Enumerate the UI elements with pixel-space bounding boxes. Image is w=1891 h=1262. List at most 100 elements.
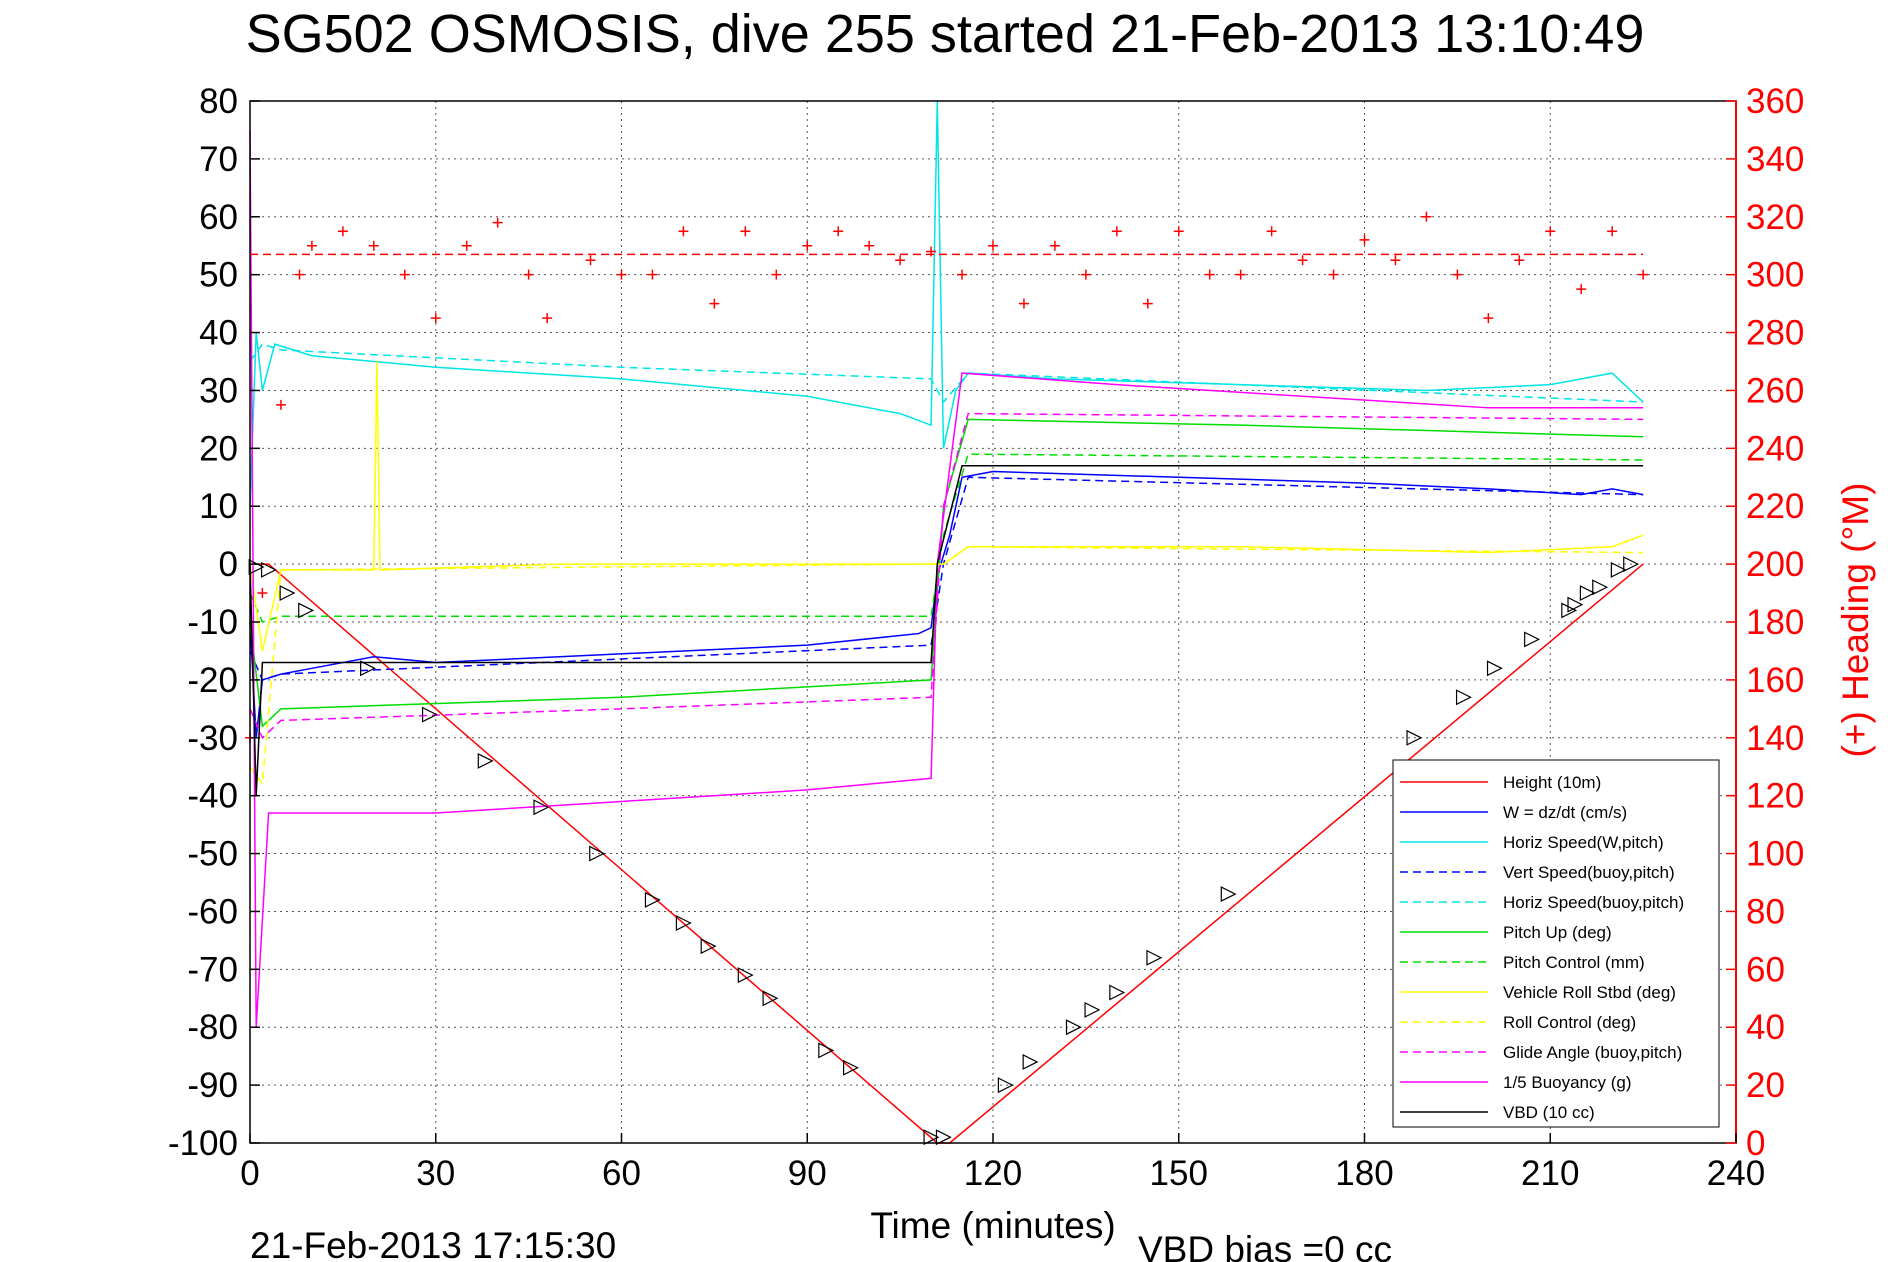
y-tick-label: -100 xyxy=(168,1124,238,1163)
y-right-tick-label: 280 xyxy=(1746,314,1804,353)
y-right-tick-label: 160 xyxy=(1746,661,1804,700)
series-pitch-control-mm xyxy=(249,453,1644,623)
y-tick-label: -70 xyxy=(187,950,238,989)
y-tick-label: -90 xyxy=(187,1066,238,1105)
heading-point xyxy=(368,240,379,251)
heading-point xyxy=(1142,298,1153,309)
height-marker xyxy=(1084,1001,1101,1018)
height-marker xyxy=(1109,984,1126,1001)
height-marker xyxy=(675,915,692,931)
height-marker xyxy=(1022,1053,1039,1070)
heading-point xyxy=(523,269,534,280)
height-marker xyxy=(1567,596,1584,613)
y-right-tick-label: 100 xyxy=(1746,835,1804,874)
y-right-tick-label: 300 xyxy=(1746,256,1804,295)
heading-point xyxy=(430,313,441,324)
heading-point xyxy=(275,399,286,410)
height-marker xyxy=(1220,886,1237,903)
heading-point xyxy=(1049,240,1060,251)
y-tick-label: 0 xyxy=(219,545,238,584)
heading-point xyxy=(1328,269,1339,280)
legend-box xyxy=(1392,759,1720,1128)
heading-point xyxy=(542,313,553,324)
y-tick-label: -40 xyxy=(187,777,238,816)
heading-point xyxy=(399,269,410,280)
height-marker xyxy=(1610,561,1627,578)
heading-point xyxy=(1080,269,1091,280)
heading-point xyxy=(1297,255,1308,266)
heading-point xyxy=(492,217,503,228)
height-marker xyxy=(260,561,277,578)
height-marker xyxy=(644,891,661,908)
heading-point xyxy=(709,298,720,309)
y-right-tick-label: 340 xyxy=(1746,140,1804,179)
x-tick-label: 150 xyxy=(1150,1154,1208,1193)
footer-timestamp: 21-Feb-2013 17:15:30 xyxy=(250,1225,616,1262)
height-marker xyxy=(421,706,438,723)
legend-label: Pitch Control (mm) xyxy=(1503,953,1645,972)
height-marker xyxy=(737,967,754,984)
height-marker xyxy=(842,1059,859,1076)
y-right-tick-label: 360 xyxy=(1746,82,1804,121)
heading-point xyxy=(337,226,348,237)
y-tick-label: 60 xyxy=(199,198,238,237)
y-tick-label: 70 xyxy=(199,140,238,179)
x-axis-label: Time (minutes) xyxy=(870,1205,1115,1246)
heading-point xyxy=(1018,298,1029,309)
legend-label: W = dz/dt (cm/s) xyxy=(1503,803,1627,822)
height-marker xyxy=(1146,949,1163,966)
heading-point xyxy=(1204,269,1215,280)
height-marker xyxy=(1524,631,1541,648)
height-marker xyxy=(1406,729,1423,746)
legend-label: Horiz Speed(buoy,pitch) xyxy=(1503,893,1684,912)
y-tick-label: -60 xyxy=(187,892,238,931)
legend-label: 1/5 Buoyancy (g) xyxy=(1503,1073,1632,1092)
height-marker xyxy=(298,602,315,619)
heading-point xyxy=(802,240,813,251)
heading-point xyxy=(1421,211,1432,222)
y-right-tick-label: 40 xyxy=(1746,1008,1785,1047)
height-marker xyxy=(589,845,606,862)
heading-point xyxy=(461,240,472,251)
y-tick-label: -50 xyxy=(187,835,238,874)
series-horiz-speed-buoy-pitch xyxy=(249,343,1644,404)
series-horiz-speed-w-pitch xyxy=(249,100,1644,507)
right-axis-ticks: 3603403203002802602402202001801601401201… xyxy=(1726,82,1804,1163)
y-right-tick-label: 0 xyxy=(1746,1124,1765,1163)
y-tick-label: -30 xyxy=(187,719,238,758)
series-roll-control-deg xyxy=(249,545,1644,787)
heading-point xyxy=(1266,226,1277,237)
grid-lines xyxy=(250,101,1736,1143)
heading-point xyxy=(957,269,968,280)
y-tick-label: 80 xyxy=(199,82,238,121)
heading-point xyxy=(1235,269,1246,280)
y-tick-label: 10 xyxy=(199,487,238,526)
height-marker xyxy=(997,1077,1014,1094)
x-tick-label: 90 xyxy=(788,1154,827,1193)
y-right-tick-label: 80 xyxy=(1746,892,1785,931)
heading-point xyxy=(585,255,596,266)
height-marker xyxy=(1623,556,1640,573)
x-tick-label: 210 xyxy=(1521,1154,1579,1193)
chart-title: SG502 OSMOSIS, dive 255 started 21-Feb-2… xyxy=(246,4,1645,64)
y-tick-label: 30 xyxy=(199,371,238,410)
y-right-tick-label: 120 xyxy=(1746,777,1804,816)
heading-point xyxy=(1483,313,1494,324)
series-w-dz-dt-cm-s xyxy=(249,470,1644,738)
legend-label: Vert Speed(buoy,pitch) xyxy=(1503,863,1675,882)
heading-point xyxy=(988,240,998,251)
heading-point xyxy=(1111,226,1122,237)
heading-point xyxy=(864,240,875,251)
heading-point xyxy=(771,269,782,280)
y-tick-label: -80 xyxy=(187,1008,238,1047)
height-marker xyxy=(1455,689,1472,706)
y-right-tick-label: 240 xyxy=(1746,429,1804,468)
heading-point xyxy=(647,269,658,280)
height-marker xyxy=(1065,1019,1082,1036)
y-right-tick-label: 200 xyxy=(1746,545,1804,584)
height-marker xyxy=(1486,660,1503,677)
heading-point xyxy=(678,226,689,237)
heading-point xyxy=(1638,269,1649,280)
y-right-tick-label: 60 xyxy=(1746,950,1785,989)
